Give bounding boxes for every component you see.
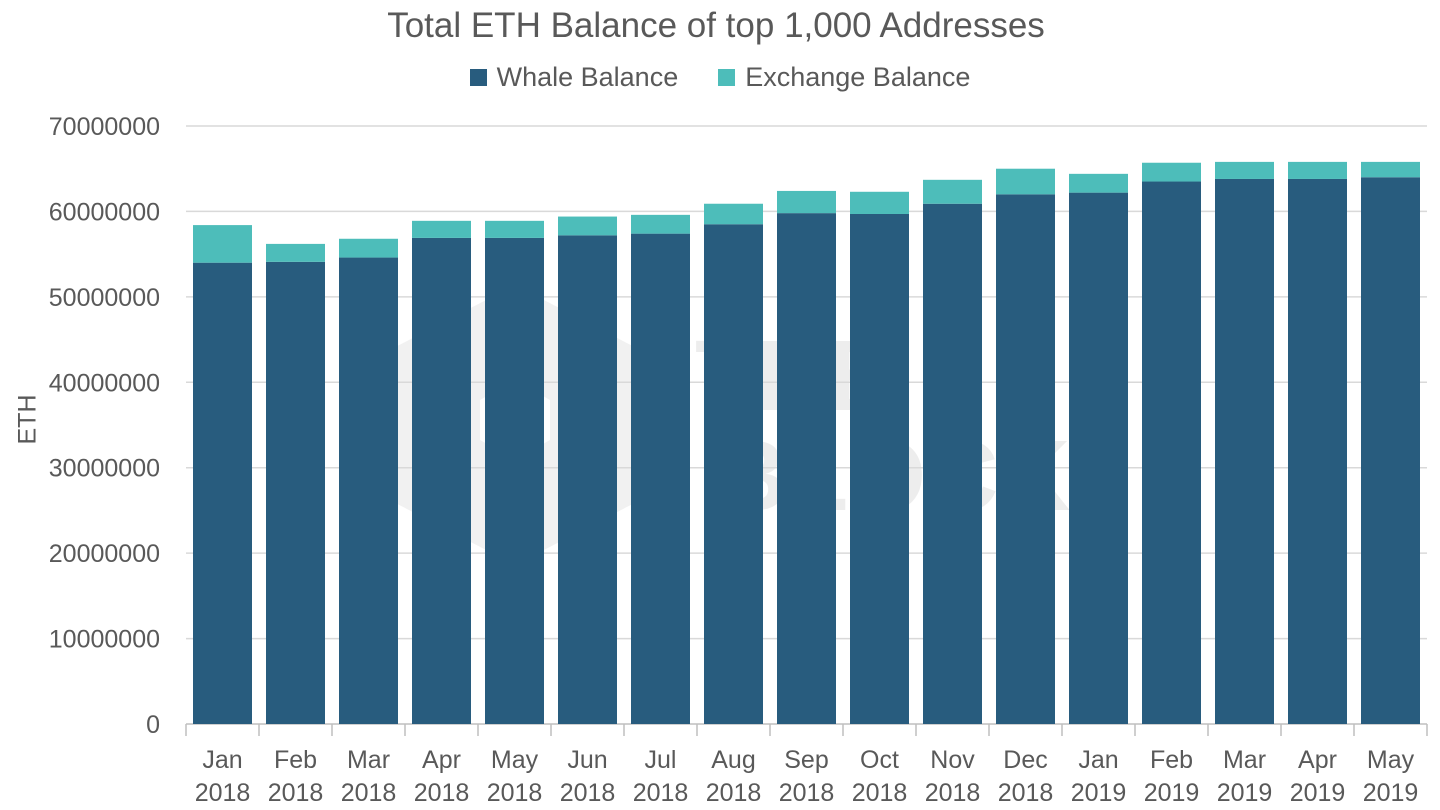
bar-exchange-balance [485,220,544,238]
y-tick-label: 60000000 [49,198,160,226]
legend: Whale Balance Exchange Balance [0,62,1440,93]
x-tick-label-month: Apr [1298,746,1337,774]
y-tick-label: 40000000 [49,369,160,397]
x-tick-label-month: Oct [860,746,899,774]
x-tick-label-year: 2018 [341,779,397,807]
x-tick-label-month: Jan [1078,746,1118,774]
x-tick-label-month: Dec [1003,746,1047,774]
x-tick-label-month: Sep [784,746,828,774]
bar-exchange-balance [777,190,836,214]
x-tick-label-year: 2018 [414,779,470,807]
bar-whale-balance [777,213,836,724]
bar-exchange-balance [1215,161,1274,179]
x-tick-label-month: May [1367,746,1415,774]
y-tick-label: 0 [146,711,160,739]
bar-exchange-balance [1288,161,1347,179]
bar-whale-balance [704,224,763,724]
bar-exchange-balance [996,168,1055,195]
bar-whale-balance [631,233,690,724]
x-tick-label-year: 2018 [633,779,689,807]
bar-exchange-balance [850,191,909,214]
legend-item-exchange: Exchange Balance [718,62,970,93]
bar-whale-balance [1215,178,1274,725]
bar-exchange-balance [266,243,325,262]
legend-swatch-whale [469,69,487,86]
x-tick-label-year: 2019 [1144,779,1200,807]
x-tick-label-month: May [491,746,539,774]
bar-whale-balance [193,262,252,724]
x-tick-label-month: Mar [347,746,390,774]
x-tick-label-year: 2019 [1363,779,1419,807]
axes: 0 10000000 20000000 30000000 40000000 5000000… [49,113,1428,807]
bar-exchange-balance [1361,161,1420,178]
bar-exchange-balance [631,214,690,234]
bar-whale-balance [1361,177,1420,724]
x-tick-label-month: Apr [422,746,461,774]
y-tick-label: 10000000 [49,626,160,654]
legend-swatch-exchange [718,69,736,86]
x-tick-label-year: 2019 [1290,779,1346,807]
bar-exchange-balance [704,203,763,225]
x-tick-label-year: 2019 [1071,779,1127,807]
bar-exchange-balance [558,216,617,236]
legend-label-whale: Whale Balance [496,62,679,92]
y-tick-label: 30000000 [49,455,160,483]
x-tick-label-year: 2019 [1217,779,1273,807]
bar-whale-balance [412,237,471,724]
bar-whale-balance [923,203,982,725]
bar-whale-balance [485,237,544,724]
x-tick-label-year: 2018 [560,779,616,807]
bar-exchange-balance [339,238,398,258]
bar-whale-balance [1288,178,1347,725]
bars [193,161,1420,725]
x-tick-label-month: Jun [567,746,607,774]
x-tick-label-year: 2018 [998,779,1054,807]
x-tick-label-month: Jan [202,746,242,774]
bar-whale-balance [996,194,1055,725]
legend-label-exchange: Exchange Balance [745,62,971,92]
x-tick-label-year: 2018 [925,779,981,807]
y-tick-label: 20000000 [49,540,160,568]
bar-whale-balance [1142,181,1201,724]
bar-exchange-balance [1069,173,1128,193]
x-tick-label-year: 2018 [268,779,324,807]
bar-exchange-balance [1142,162,1201,182]
x-tick-label-month: Jul [645,746,677,774]
bar-whale-balance [558,235,617,724]
bar-exchange-balance [193,225,252,263]
x-tick-label-month: Aug [711,746,755,774]
x-tick-label-year: 2018 [779,779,835,807]
y-tick-label: 70000000 [49,113,160,141]
bar-whale-balance [266,261,325,724]
bar-exchange-balance [923,179,982,204]
bar-whale-balance [339,257,398,724]
x-tick-label-month: Feb [274,746,317,774]
x-tick-label-year: 2018 [852,779,908,807]
y-tick-label: 50000000 [49,284,160,312]
x-tick-label-year: 2018 [195,779,251,807]
x-tick-label-month: Feb [1150,746,1193,774]
x-tick-label-year: 2018 [487,779,543,807]
x-tick-label-year: 2018 [706,779,762,807]
chart-title: Total ETH Balance of top 1,000 Addresses [387,6,1045,45]
x-tick-label-month: Mar [1223,746,1266,774]
bar-whale-balance [850,213,909,724]
legend-item-whale: Whale Balance [469,62,679,93]
bar-exchange-balance [412,220,471,238]
bar-whale-balance [1069,192,1128,725]
x-tick-label-month: Nov [930,746,975,774]
